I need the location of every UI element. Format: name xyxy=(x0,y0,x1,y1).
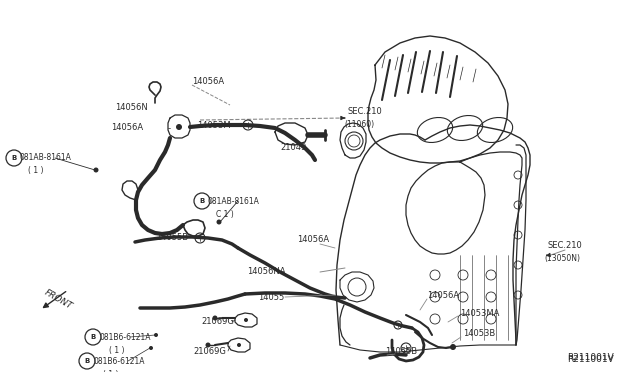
Circle shape xyxy=(93,167,99,173)
Text: 14055B: 14055B xyxy=(385,347,417,356)
Text: 14056A: 14056A xyxy=(427,292,459,301)
Text: 14056N: 14056N xyxy=(115,103,148,112)
Text: SEC.210: SEC.210 xyxy=(548,241,583,250)
Text: C 1 ): C 1 ) xyxy=(216,209,234,218)
Text: 081AB-8161A: 081AB-8161A xyxy=(208,196,260,205)
Text: (13050N): (13050N) xyxy=(544,253,580,263)
Circle shape xyxy=(176,124,182,130)
Text: ( 1 ): ( 1 ) xyxy=(28,167,44,176)
Text: 081B6-6121A: 081B6-6121A xyxy=(99,333,150,341)
Text: B: B xyxy=(84,358,90,364)
Text: R211001V: R211001V xyxy=(567,353,614,362)
Text: 14056NA: 14056NA xyxy=(247,267,285,276)
Text: 14056A: 14056A xyxy=(297,235,329,244)
Text: B: B xyxy=(200,198,205,204)
Text: 081B6-6121A: 081B6-6121A xyxy=(93,356,145,366)
Circle shape xyxy=(154,333,158,337)
Text: 14053MA: 14053MA xyxy=(460,308,499,317)
Text: 21069G: 21069G xyxy=(193,346,226,356)
Text: R211001V: R211001V xyxy=(567,356,614,365)
Text: 14053B: 14053B xyxy=(463,330,495,339)
Circle shape xyxy=(216,219,221,224)
Circle shape xyxy=(244,318,248,322)
Text: 14056A: 14056A xyxy=(111,124,143,132)
Circle shape xyxy=(212,315,218,321)
Circle shape xyxy=(237,343,241,347)
Text: 081AB-8161A: 081AB-8161A xyxy=(20,154,72,163)
Text: (11060): (11060) xyxy=(344,119,374,128)
Text: 21069G: 21069G xyxy=(201,317,234,327)
Circle shape xyxy=(205,343,211,347)
Circle shape xyxy=(450,344,456,350)
Text: 14053M: 14053M xyxy=(197,121,230,129)
Text: B: B xyxy=(90,334,95,340)
Text: B: B xyxy=(12,155,17,161)
Text: FRONT: FRONT xyxy=(42,288,74,312)
Text: 14056A: 14056A xyxy=(192,77,224,87)
Text: 21049: 21049 xyxy=(280,144,307,153)
Circle shape xyxy=(149,346,153,350)
Text: 14055: 14055 xyxy=(258,292,284,301)
Text: ( 1 ): ( 1 ) xyxy=(103,369,118,372)
Text: 14055B: 14055B xyxy=(156,234,188,243)
Text: ( 1 ): ( 1 ) xyxy=(109,346,125,355)
Text: SEC.210: SEC.210 xyxy=(348,108,383,116)
